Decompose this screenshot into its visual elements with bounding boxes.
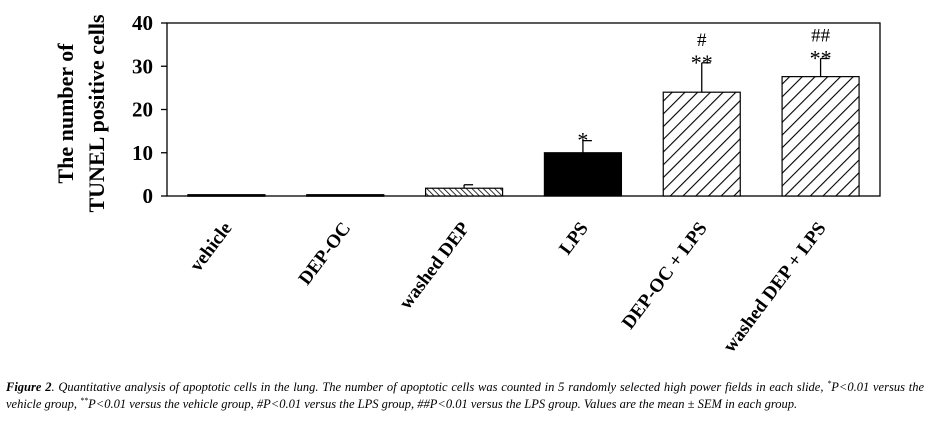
figure-caption: Figure 2. Quantitative analysis of apopt… xyxy=(6,379,924,413)
y-tick-label: 0 xyxy=(143,184,154,208)
x-tick-label: washed DEP xyxy=(395,218,474,313)
bar xyxy=(424,187,504,197)
bar xyxy=(781,76,860,197)
significance-label: # xyxy=(697,30,707,51)
y-tick-label: 10 xyxy=(132,141,153,165)
caption-sup-2: ** xyxy=(80,395,89,405)
caption-sup-1: * xyxy=(827,378,832,388)
x-tick-label: DEP-OC xyxy=(295,218,356,289)
bar-chart: 0 10 20 30 40 The number of TUNEL positive cel… xyxy=(53,11,881,356)
caption-text-3: P<0.01 versus the vehicle group, #P<0.01… xyxy=(88,397,798,411)
significance-label: * xyxy=(577,128,588,153)
caption-text-1: . Quantitative analysis of apoptotic cel… xyxy=(51,380,828,394)
x-tick-label: LPS xyxy=(555,218,593,258)
y-axis-label-line2: TUNEL positive cells xyxy=(84,14,109,212)
x-tick-label: vehicle xyxy=(186,218,236,275)
bar xyxy=(662,91,741,197)
x-tick-label: DEP-OC + LPS xyxy=(618,218,712,333)
bar xyxy=(306,194,385,197)
plot-frame xyxy=(166,22,881,197)
y-tick-label: 20 xyxy=(132,98,153,122)
x-tick-label: washed DEP + LPS xyxy=(719,218,830,356)
significance-label: ** xyxy=(810,45,832,70)
figure-label: Figure 2 xyxy=(6,380,52,394)
y-tick-label: 40 xyxy=(132,11,153,35)
bar xyxy=(187,194,266,197)
significance-label: ## xyxy=(811,25,831,46)
y-tick-label: 30 xyxy=(132,54,153,78)
significance-label: ** xyxy=(691,50,713,75)
caption-text-2: P<0.01 versus the vehicle group, xyxy=(6,380,924,411)
y-axis-label-line1: The number of xyxy=(53,43,78,184)
bar xyxy=(543,152,623,197)
chart-canvas: 0 10 20 30 40 The number of TUNEL positive cel… xyxy=(53,11,881,356)
